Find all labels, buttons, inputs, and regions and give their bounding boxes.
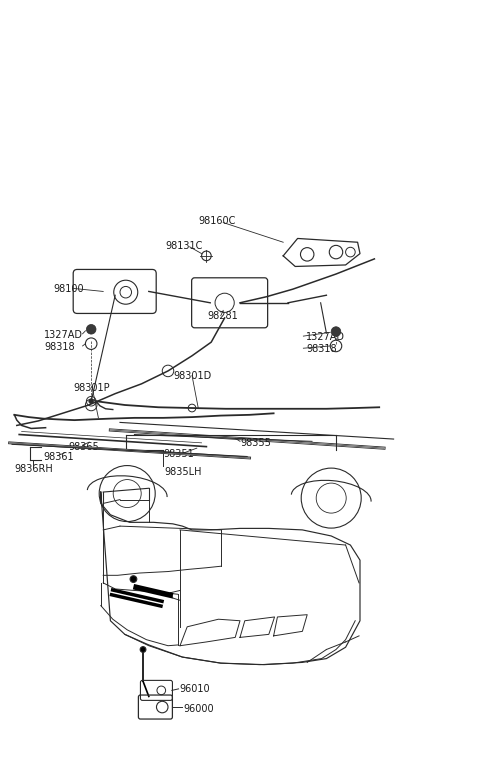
Circle shape bbox=[86, 325, 96, 334]
Text: 96000: 96000 bbox=[183, 703, 214, 714]
Text: 98131C: 98131C bbox=[165, 241, 203, 251]
Text: 98351: 98351 bbox=[163, 449, 194, 459]
Text: 98318: 98318 bbox=[44, 341, 75, 352]
Text: 1327AD: 1327AD bbox=[306, 332, 345, 342]
Text: 9836RH: 9836RH bbox=[14, 464, 53, 475]
Text: 9835LH: 9835LH bbox=[164, 466, 202, 477]
Text: 98301P: 98301P bbox=[73, 383, 109, 394]
Circle shape bbox=[130, 576, 137, 582]
Text: 1327AD: 1327AD bbox=[44, 329, 83, 340]
Text: 98281: 98281 bbox=[207, 311, 238, 322]
Text: 98301D: 98301D bbox=[174, 371, 212, 382]
Text: 98361: 98361 bbox=[43, 452, 74, 463]
Text: 98318: 98318 bbox=[306, 344, 337, 354]
Text: 98355: 98355 bbox=[240, 438, 271, 448]
Circle shape bbox=[89, 399, 94, 403]
Text: 98160C: 98160C bbox=[199, 216, 236, 226]
Text: 98100: 98100 bbox=[54, 284, 84, 294]
Text: 98365: 98365 bbox=[68, 441, 99, 452]
Text: 96010: 96010 bbox=[179, 684, 210, 694]
Circle shape bbox=[331, 327, 341, 336]
Circle shape bbox=[140, 646, 146, 653]
